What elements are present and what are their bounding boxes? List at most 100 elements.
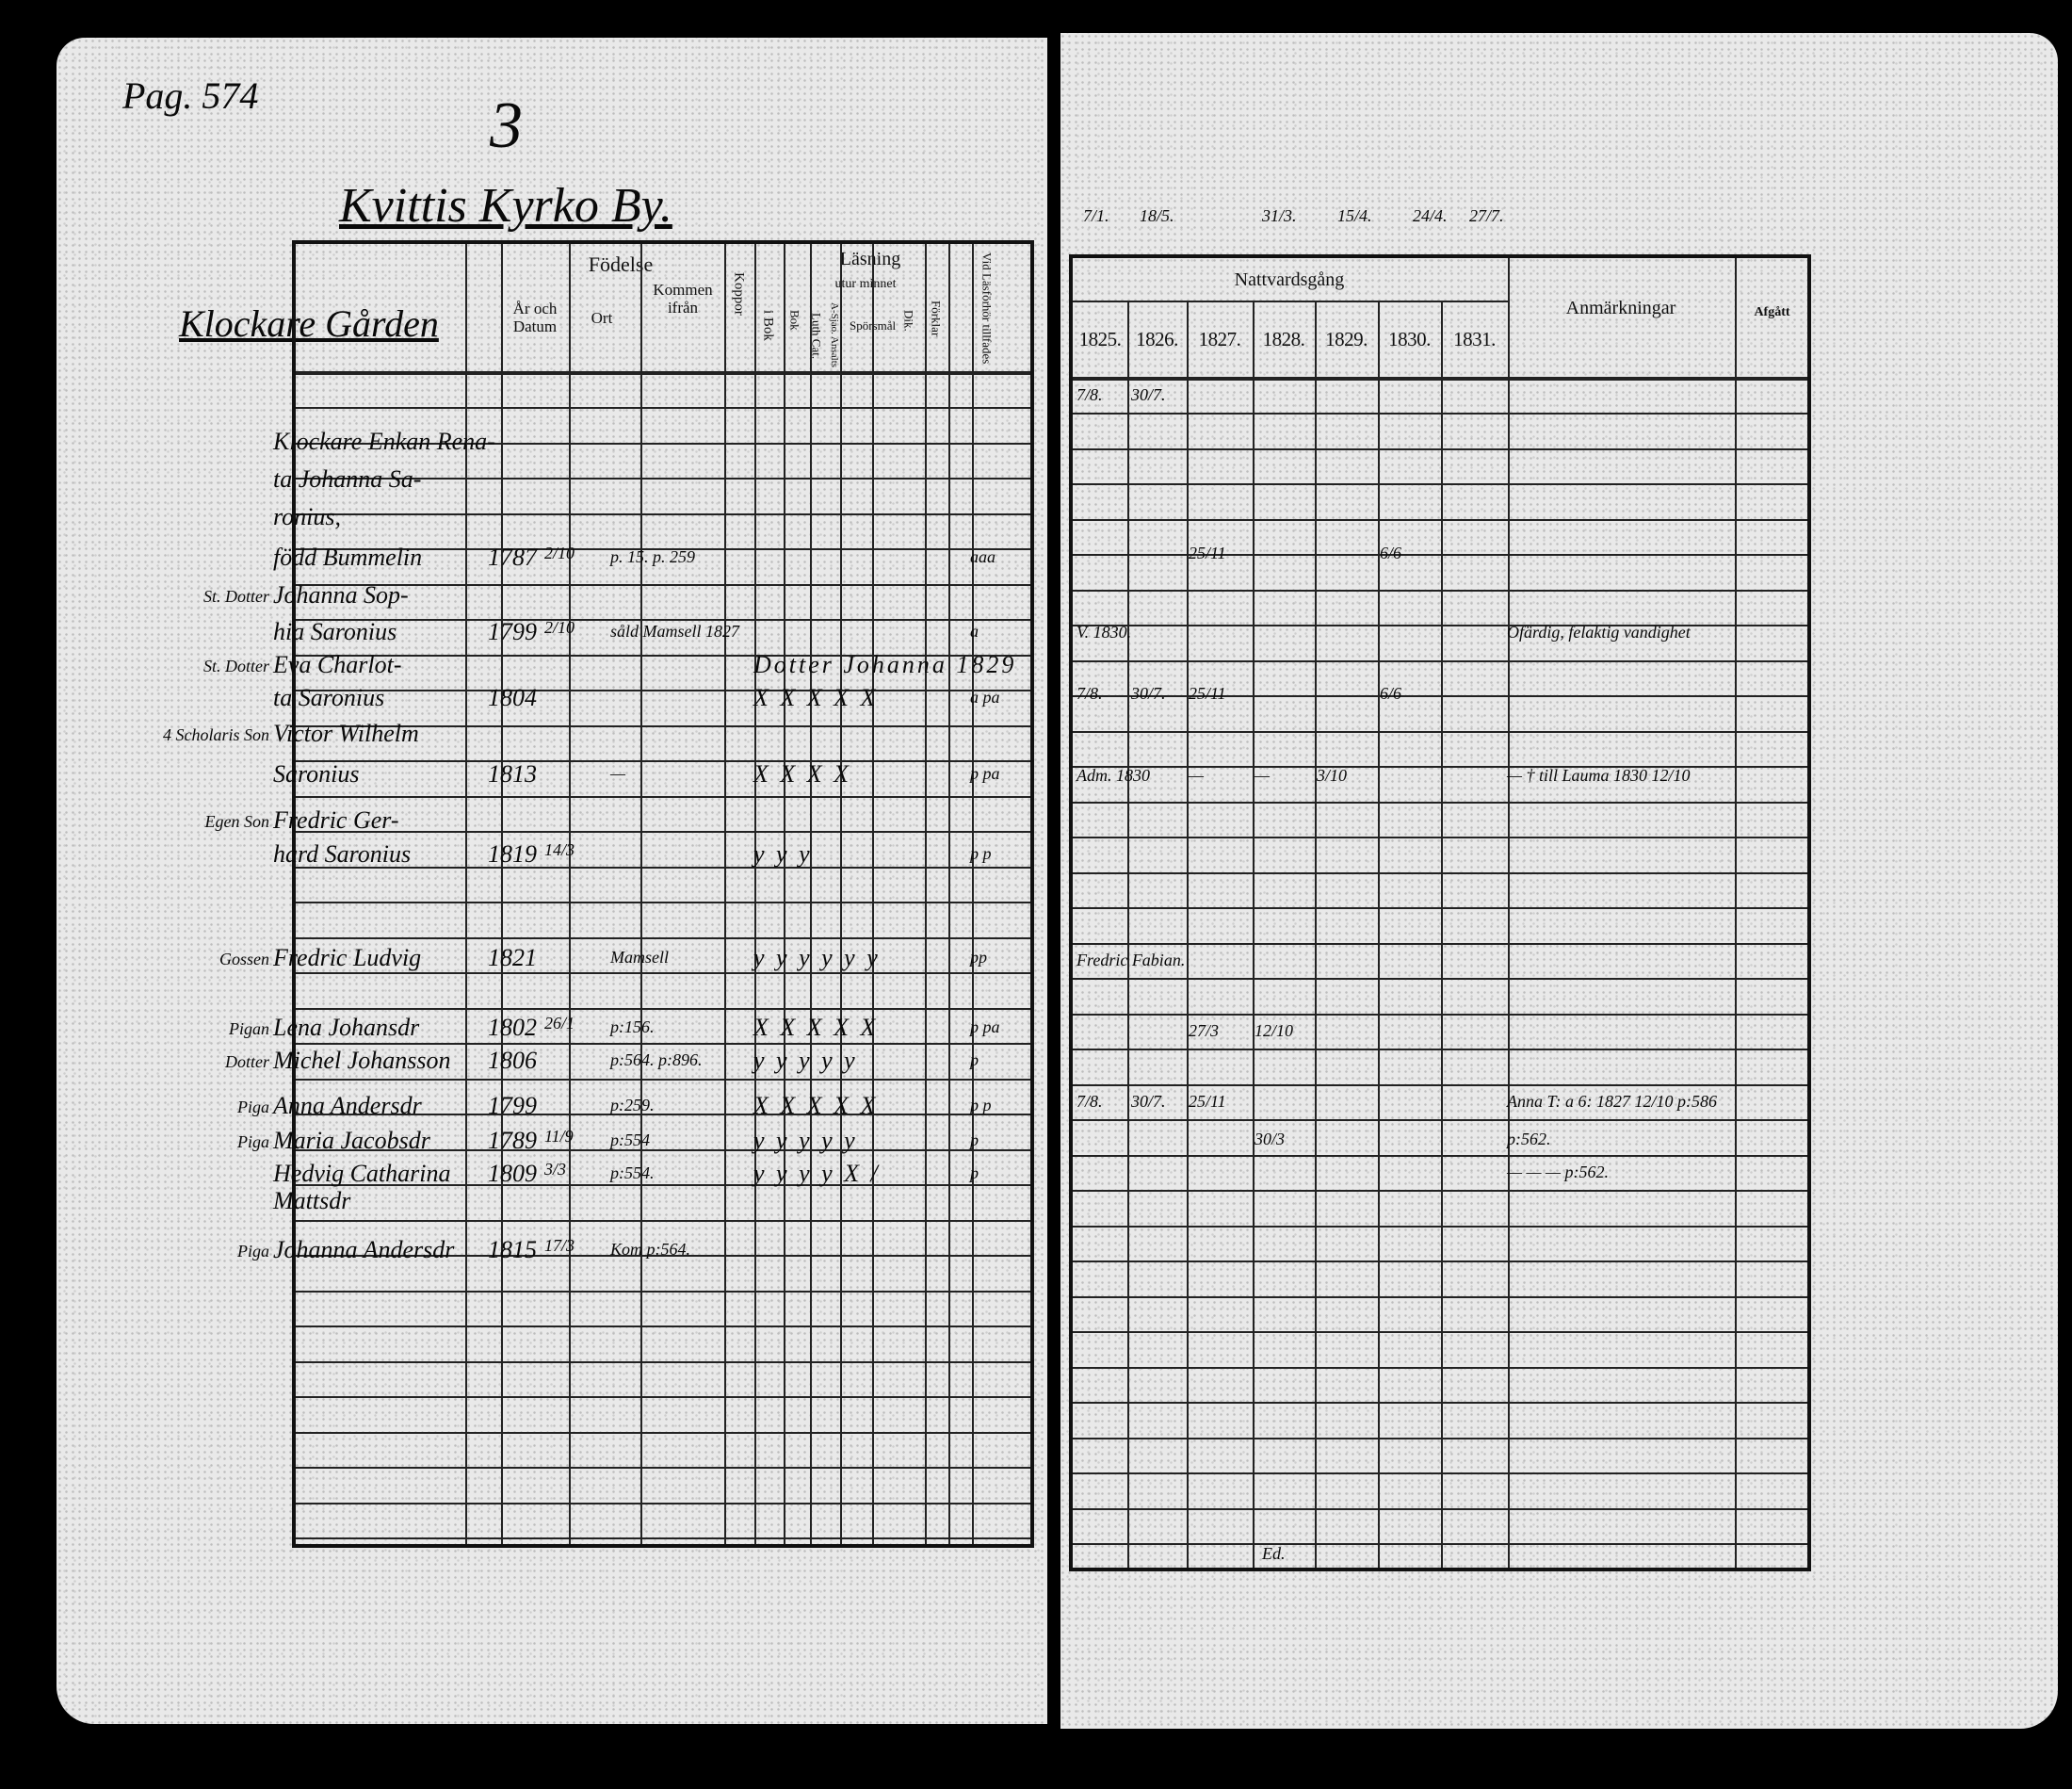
grid-row-line bbox=[1073, 1472, 1807, 1474]
header-anmarkningar: Anmärkningar bbox=[1565, 298, 1676, 318]
communion-register-table: Nattvardsgång Anmärkningar Afgått 1825. 1… bbox=[1069, 254, 1811, 1571]
grid-row-line bbox=[1073, 1154, 1807, 1157]
grid-row-line bbox=[296, 1078, 1030, 1081]
grid-row-line bbox=[296, 936, 1030, 939]
grid-row-line bbox=[1073, 730, 1807, 733]
grid-column-line bbox=[569, 244, 571, 1544]
grid-row-line bbox=[1073, 413, 1807, 415]
entry-from: såld Mamsell 1827 bbox=[610, 622, 739, 641]
grid-row-line bbox=[296, 1219, 1030, 1222]
header-a-sjao: A-Sjao. Ansalts bbox=[829, 302, 841, 368]
grid-column-line bbox=[1378, 301, 1380, 1568]
entry-reading-marks: X X X X bbox=[753, 760, 852, 788]
grid-row-line bbox=[296, 1290, 1030, 1293]
entry-birth-date: 26/1 bbox=[544, 1014, 575, 1033]
entry-name: Saronius bbox=[273, 760, 360, 788]
entry-name: ta Johanna Sa- bbox=[273, 465, 422, 493]
communion-cell: 30/7. bbox=[1131, 1092, 1166, 1111]
communion-cell: 25/11 bbox=[1189, 684, 1226, 703]
grid-row-line bbox=[1073, 871, 1807, 874]
grid-column-line bbox=[925, 244, 927, 1544]
grid-column-line bbox=[1508, 258, 1510, 1568]
entry-from: Kom p:564. bbox=[610, 1240, 690, 1259]
entry-birth-year: 1787 bbox=[488, 544, 537, 571]
grid-row-line bbox=[1073, 942, 1807, 945]
communion-cell: 7/8. bbox=[1076, 684, 1103, 703]
grid-row-line bbox=[296, 1007, 1030, 1010]
grid-row-line bbox=[1073, 907, 1807, 909]
entry-reading-marks: X X X X X bbox=[753, 1014, 879, 1041]
grid-row-line bbox=[296, 619, 1030, 621]
page-reference: Pag. 574 bbox=[122, 74, 259, 117]
grid-row-line bbox=[1073, 1437, 1807, 1439]
grid-column-line bbox=[1441, 301, 1443, 1568]
grid-column-line bbox=[810, 244, 812, 1544]
entry-from: p:259. bbox=[610, 1096, 655, 1114]
entry-name: hia Saronius bbox=[273, 618, 397, 645]
grid-row-line bbox=[296, 1537, 1030, 1539]
entry-reading-marks: Dotter Johanna 1829 bbox=[753, 651, 1017, 678]
grid-column-line bbox=[465, 244, 467, 1544]
grid-row-line bbox=[1073, 1260, 1807, 1262]
grid-row-line bbox=[1073, 625, 1807, 626]
entry-birth-year: 1804 bbox=[488, 684, 537, 711]
header-koppor: Koppor bbox=[731, 272, 747, 316]
header-luth-cat: Luth Cat. bbox=[809, 313, 824, 360]
grid-row-line bbox=[1073, 483, 1807, 485]
entry-role: Dotter bbox=[225, 1052, 269, 1071]
grid-column-line bbox=[724, 244, 726, 1544]
entry-name: hard Saronius bbox=[273, 840, 412, 868]
grid-row-line bbox=[1073, 1190, 1807, 1192]
communion-cell: Fredric Fabian. bbox=[1076, 951, 1186, 969]
grid-column-line bbox=[1315, 301, 1317, 1568]
household-number: 3 bbox=[490, 89, 523, 162]
grid-row-line bbox=[296, 1255, 1030, 1257]
grid-row-line bbox=[1073, 801, 1807, 804]
grid-row-line bbox=[296, 1043, 1030, 1045]
grid-row-line bbox=[1073, 1083, 1807, 1086]
entry-birth-year: 1799 bbox=[488, 1092, 537, 1119]
remark: Ofärdig, felaktig vandighet bbox=[1507, 623, 1691, 642]
communion-cell: — bbox=[1189, 766, 1205, 785]
entry-from: p:554 bbox=[610, 1130, 650, 1149]
entry-birth-year: 1802 bbox=[488, 1014, 537, 1041]
entry-role: Pigan bbox=[229, 1019, 269, 1038]
entry-name: Johanna Sop- bbox=[273, 581, 409, 609]
grid-row-line bbox=[296, 724, 1030, 727]
household-register-table: Födelse År och Datum Ort Kommen ifrån Ko… bbox=[292, 240, 1034, 1548]
grid-row-line bbox=[1073, 837, 1807, 838]
entry-name: Michel Johansson bbox=[273, 1047, 451, 1074]
grid-row-line bbox=[296, 407, 1030, 409]
farm-name: Klockare Gården bbox=[179, 302, 439, 345]
grid-row-line bbox=[296, 478, 1030, 480]
grid-row-line bbox=[1073, 1225, 1807, 1228]
header-bok: Bok bbox=[787, 310, 802, 331]
header-kommen: Kommen ifrån bbox=[653, 281, 713, 317]
entry-role: Piga bbox=[237, 1098, 269, 1116]
entry-name: Victor Wilhelm bbox=[273, 720, 419, 747]
grid-row-line bbox=[296, 1502, 1030, 1504]
header-ort: Ort bbox=[591, 309, 613, 327]
entry-forhor: p p bbox=[970, 1096, 992, 1114]
entry-forhor: p pa bbox=[970, 764, 1000, 783]
header-i-bok: i Bok bbox=[760, 310, 776, 341]
entry-birth-year: 1813 bbox=[488, 760, 537, 788]
communion-date-note: 31/3. bbox=[1262, 206, 1297, 225]
entry-name: Anna Andersdr bbox=[273, 1092, 422, 1119]
grid-row-line bbox=[1073, 695, 1807, 697]
header-utur-minnet: utur minnet bbox=[834, 277, 897, 291]
village-name: Kvittis Kyrko By. bbox=[339, 179, 672, 233]
grid-column-line bbox=[784, 244, 785, 1544]
entry-role: St. Dotter bbox=[203, 587, 269, 606]
grid-column-line bbox=[1735, 258, 1737, 1568]
grid-row-line bbox=[1073, 1119, 1807, 1121]
grid-column-line bbox=[754, 244, 756, 1544]
entry-name: född Bummelin bbox=[273, 544, 423, 571]
communion-date-note: 24/4. bbox=[1413, 206, 1448, 225]
header-year: 1825. bbox=[1078, 328, 1122, 350]
header-afgatt: Afgått bbox=[1754, 305, 1790, 319]
remark: — † till Lauma 1830 12/10 bbox=[1507, 766, 1691, 785]
entry-forhor: p bbox=[970, 1050, 979, 1069]
grid-column-line bbox=[640, 244, 642, 1544]
grid-row-line bbox=[296, 1325, 1030, 1327]
